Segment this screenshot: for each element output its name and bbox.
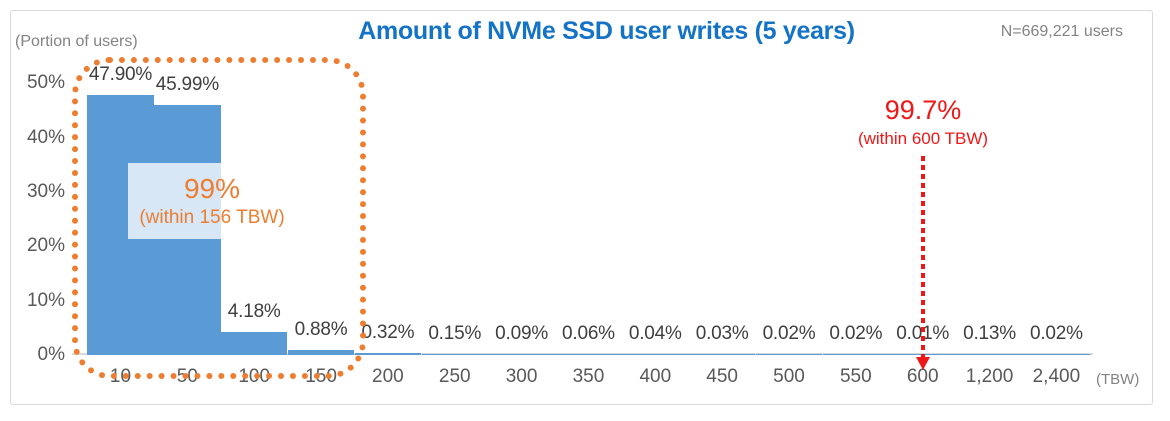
bar-value-label: 0.04% — [628, 323, 682, 345]
x-tick-label: 200 — [372, 366, 404, 387]
x-tick-label: 600 — [906, 366, 939, 387]
bar — [488, 354, 555, 355]
bar-value-label: 0.13% — [963, 323, 1016, 345]
bar — [688, 354, 756, 355]
x-tick-label: 250 — [438, 366, 471, 387]
bar-value-label: 0.02% — [829, 323, 883, 345]
highlight-annotation-value: 99% — [183, 172, 241, 204]
marker-annotation-value: 99.7% — [884, 95, 962, 125]
bar-value-label: 45.99% — [155, 74, 219, 96]
bar-value-label: 0.32% — [361, 322, 415, 344]
bar — [421, 354, 488, 355]
bar — [622, 354, 689, 355]
highlight-annotation: 99% (within 156 TBW) — [128, 163, 296, 239]
bar — [1023, 354, 1090, 355]
x-tick-label: 300 — [505, 366, 538, 387]
bar-value-label: 0.02% — [1029, 323, 1083, 345]
x-tick-label: 400 — [639, 366, 672, 387]
marker-annotation-caption: (within 600 TBW) — [857, 129, 989, 148]
bar — [822, 354, 890, 355]
highlight-region-outline — [72, 57, 366, 379]
x-tick-label: 450 — [706, 366, 738, 387]
marker-arrowhead-icon — [916, 357, 930, 370]
bar-value-label: 0.09% — [495, 323, 549, 345]
x-tick-label: 500 — [773, 366, 805, 387]
bar-value-label: 0.06% — [562, 323, 615, 345]
bar-value-label: 0.02% — [762, 323, 816, 345]
x-tick-label: 2,400 — [1032, 366, 1081, 387]
x-tick-label: 1,200 — [965, 366, 1014, 387]
bar-value-label: 0.88% — [294, 319, 348, 341]
y-tick-label: 30% — [26, 180, 65, 202]
y-tick-label: 20% — [26, 235, 65, 257]
bar — [354, 353, 422, 355]
y-tick-label: 10% — [26, 289, 65, 311]
highlight-annotation-caption: (within 156 TBW) — [139, 206, 285, 228]
x-axis-unit-label: (TBW) — [1096, 371, 1140, 388]
bar-value-label: 0.03% — [695, 323, 749, 345]
x-axis-line — [72, 353, 1093, 355]
y-tick-label: 50% — [26, 72, 65, 94]
marker-arrow-line — [921, 156, 925, 357]
bar — [287, 350, 355, 355]
y-tick-label: 0% — [37, 344, 65, 365]
x-tick-label: 550 — [839, 366, 872, 387]
y-axis-unit-label: (Portion of users) — [15, 33, 138, 50]
bar — [956, 354, 1023, 355]
bar — [220, 332, 288, 355]
sample-size-label: N=669,221 users — [1000, 23, 1123, 40]
x-tick-label: 350 — [572, 366, 605, 387]
y-tick-label: 40% — [26, 126, 65, 148]
marker-annotation: 99.7% (within 600 TBW) — [833, 95, 1013, 149]
chart-title: Amount of NVMe SSD user writes (5 years) — [358, 17, 855, 45]
bar — [755, 354, 823, 355]
bar-value-label: 4.18% — [227, 301, 281, 323]
bar — [555, 354, 622, 355]
bar-value-label: 0.15% — [428, 323, 482, 345]
